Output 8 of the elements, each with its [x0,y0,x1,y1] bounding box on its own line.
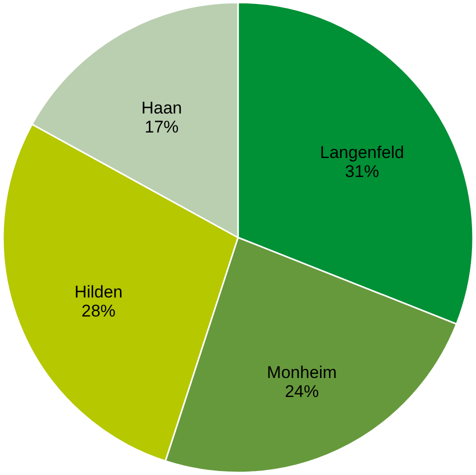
data-label: 28% [82,302,116,321]
slice-label: Haan [141,98,182,118]
slice-label: Monheim [266,363,337,382]
data-label: 24% [284,382,319,402]
data-label: 31% [345,162,380,182]
slice-label: Langenfeld [320,143,404,162]
data-label: 17% [144,117,179,136]
slice-label: Hilden [74,282,123,302]
